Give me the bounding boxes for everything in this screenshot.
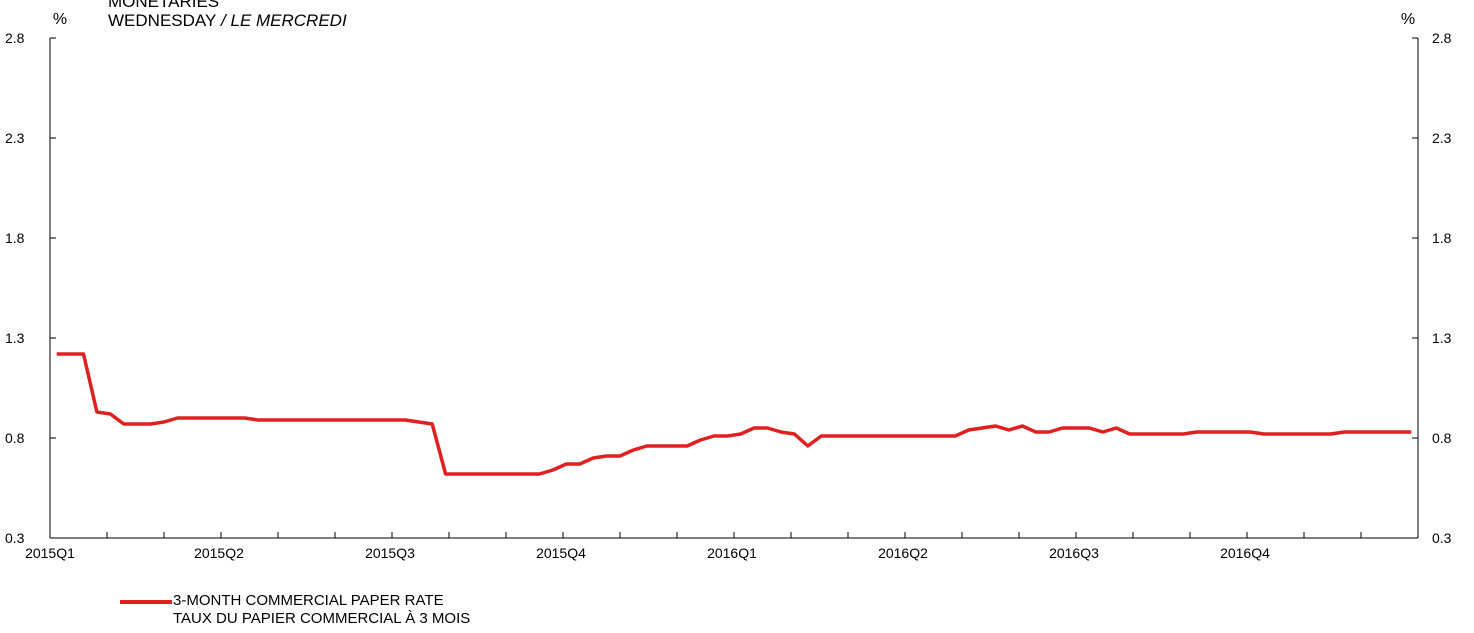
- x-tick-label: 2015Q4: [536, 545, 586, 561]
- x-tick-label: 2016Q2: [878, 545, 928, 561]
- legend-label-fr: TAUX DU PAPIER COMMERCIAL À 3 MOIS: [173, 610, 471, 627]
- x-tick-label: 2016Q3: [1049, 545, 1099, 561]
- x-tick-label: 2016Q1: [707, 545, 757, 561]
- y-tick-label-left: 0.8: [5, 430, 25, 446]
- y-axis-right: 0.3 0.8 1.3 1.8 2.3 2.8: [1412, 30, 1452, 546]
- y-tick-label-left: 2.8: [5, 30, 25, 46]
- series-line: [56, 352, 1412, 476]
- x-axis: 2015Q1 2015Q2 2015Q3 2015Q4 2016Q1 2016Q2 2016…: [25, 532, 1419, 561]
- x-tick-label: 2015Q1: [25, 545, 75, 561]
- y-tick-label-left: 0.3: [5, 530, 25, 546]
- chart-title-en: WEDNESDAY: [108, 11, 217, 30]
- y-tick-label-right: 2.8: [1432, 30, 1452, 46]
- legend-label: 3-MONTH COMMERCIAL PAPER RATE TAUX DU PA…: [173, 592, 470, 628]
- y-tick-label-right: 1.3: [1432, 330, 1452, 346]
- y-unit-left: %: [53, 11, 67, 28]
- y-unit-right: %: [1401, 11, 1415, 28]
- x-tick-label: 2015Q2: [194, 545, 244, 561]
- chart-title-fr: LE MERCREDI: [230, 11, 347, 30]
- y-tick-label-left: 1.3: [5, 330, 25, 346]
- legend-swatch: [120, 600, 172, 604]
- y-tick-label-left: 1.8: [5, 230, 25, 246]
- chart-title-sep: /: [216, 11, 231, 30]
- series-group: [56, 352, 1412, 476]
- y-tick-label-right: 0.8: [1432, 430, 1452, 446]
- y-tick-label-right: 2.3: [1432, 130, 1452, 146]
- header-line-top: MONETARIES: [108, 0, 220, 11]
- legend-label-en: 3-MONTH COMMERCIAL PAPER RATE: [173, 592, 444, 609]
- y-tick-label-right: 1.8: [1432, 230, 1452, 246]
- y-tick-label-left: 2.3: [5, 130, 25, 146]
- x-tick-label: 2015Q3: [365, 545, 415, 561]
- y-tick-label-right: 0.3: [1432, 530, 1452, 546]
- chart-header: MONETARIES WEDNESDAY / LE MERCREDI: [108, 0, 347, 30]
- y-axis-left: 0.3 0.8 1.3 1.8 2.3 2.8: [5, 30, 56, 546]
- x-tick-label: 2016Q4: [1220, 545, 1270, 561]
- chart-axes: [49, 38, 1419, 539]
